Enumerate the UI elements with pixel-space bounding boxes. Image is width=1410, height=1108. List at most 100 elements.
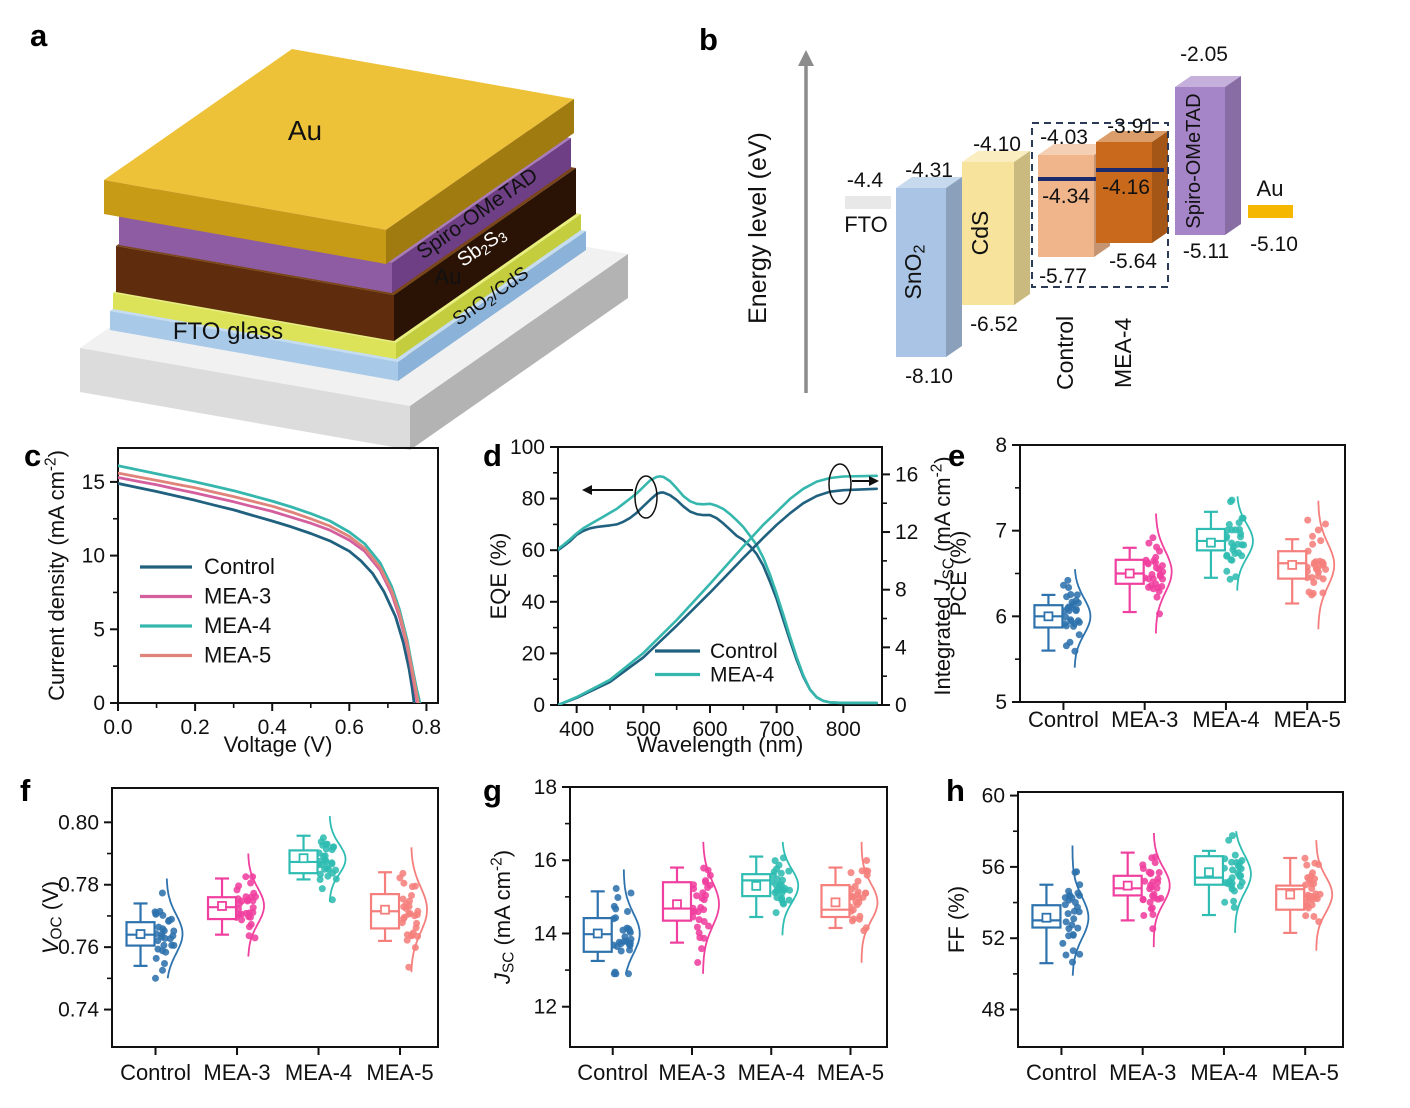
category-label: MEA-4 bbox=[1190, 1060, 1257, 1085]
tick-label: 8 bbox=[895, 579, 907, 602]
tick-label: 8 bbox=[995, 434, 1007, 457]
data-point bbox=[852, 898, 860, 906]
data-point bbox=[1072, 597, 1080, 604]
layer-cds-front bbox=[113, 293, 396, 359]
data-point bbox=[702, 878, 710, 886]
tick-label: 0 bbox=[93, 692, 105, 715]
panel-c-letter: c bbox=[24, 438, 41, 473]
data-point bbox=[700, 918, 708, 925]
data-point bbox=[396, 874, 404, 882]
data-point bbox=[399, 895, 407, 903]
y-axis-label: FF (%) bbox=[944, 886, 969, 953]
data-point bbox=[706, 871, 714, 879]
tick-label: 6 bbox=[995, 605, 1007, 628]
data-point bbox=[400, 879, 408, 887]
group-control bbox=[1033, 569, 1092, 668]
data-point bbox=[1153, 593, 1161, 601]
series-jsc-control bbox=[558, 487, 878, 705]
data-point bbox=[328, 896, 336, 904]
data-point bbox=[322, 845, 330, 853]
category-label: MEA-3 bbox=[203, 1060, 270, 1085]
panel-e-letter: e bbox=[948, 438, 965, 473]
mean-marker bbox=[1287, 560, 1298, 570]
data-point bbox=[849, 906, 857, 914]
data-point bbox=[159, 966, 166, 974]
data-point bbox=[1062, 642, 1070, 650]
data-point bbox=[771, 889, 779, 897]
data-point bbox=[1229, 866, 1237, 874]
category-label: MEA-3 bbox=[1111, 707, 1178, 732]
data-point bbox=[1156, 571, 1164, 579]
mean-marker bbox=[751, 880, 762, 891]
Spiro-OMeTAD-front bbox=[1175, 87, 1225, 235]
layer-spiro-side bbox=[392, 138, 571, 293]
data-point bbox=[700, 864, 708, 872]
data-point bbox=[244, 897, 251, 905]
label-au-top: Au bbox=[288, 115, 322, 146]
group-control bbox=[125, 878, 184, 982]
data-point bbox=[1149, 534, 1157, 542]
legend-label: Control bbox=[204, 554, 275, 579]
data-point bbox=[1315, 918, 1323, 926]
CdS-topface bbox=[962, 151, 1030, 162]
data-point bbox=[776, 881, 784, 888]
data-point bbox=[1229, 832, 1236, 840]
mean-marker bbox=[1206, 537, 1216, 548]
energy-value: -2.05 bbox=[1180, 43, 1228, 66]
tick-label: 15 bbox=[82, 471, 105, 494]
x-axis-label: Wavelength (nm) bbox=[637, 732, 804, 757]
data-point bbox=[318, 885, 326, 893]
data-point bbox=[862, 889, 869, 897]
energy-value: -6.52 bbox=[970, 313, 1018, 336]
data-point bbox=[1314, 526, 1322, 534]
energy-name: Au bbox=[1257, 176, 1284, 201]
scatter-control bbox=[151, 889, 178, 982]
layer-fto-glass-front bbox=[80, 348, 410, 450]
tick-label: 5 bbox=[93, 618, 105, 641]
data-point bbox=[858, 867, 866, 875]
tick-label: 80 bbox=[522, 488, 545, 511]
tick-label: 7 bbox=[995, 520, 1007, 543]
group-mea-3 bbox=[206, 853, 265, 957]
data-point bbox=[1154, 875, 1162, 883]
data-point bbox=[413, 919, 421, 927]
data-point bbox=[158, 930, 166, 938]
data-point bbox=[320, 852, 327, 860]
data-point bbox=[1309, 869, 1316, 877]
energy-bar-SnO2 bbox=[896, 177, 962, 357]
mean-marker bbox=[135, 929, 146, 939]
mean-marker bbox=[1124, 568, 1135, 579]
data-point bbox=[1231, 851, 1239, 859]
data-point bbox=[612, 885, 620, 892]
data-point bbox=[1067, 591, 1075, 598]
scatter-control bbox=[1059, 868, 1084, 966]
annotation-ellipse-eqe bbox=[634, 475, 658, 519]
group-mea-4 bbox=[1195, 496, 1254, 591]
CdS-front bbox=[962, 162, 1014, 305]
data-point bbox=[1151, 859, 1159, 867]
mean-marker bbox=[1043, 611, 1054, 622]
data-point bbox=[249, 873, 257, 881]
legend-label: MEA-3 bbox=[204, 584, 271, 609]
group-mea-4 bbox=[741, 841, 800, 936]
data-point bbox=[624, 908, 631, 915]
tick-label: 0.76 bbox=[58, 936, 99, 959]
energy-bar-Spiro-OMeTAD bbox=[1175, 76, 1241, 235]
energy-value: -5.10 bbox=[1250, 233, 1298, 256]
data-point bbox=[154, 945, 162, 953]
layer-au-top-top bbox=[104, 49, 574, 230]
plot-frame bbox=[1017, 791, 1344, 1048]
annotation-ellipse-jsc bbox=[828, 463, 852, 505]
tick-label: 0.4 bbox=[258, 716, 288, 739]
data-point bbox=[1236, 882, 1244, 890]
data-point bbox=[693, 923, 701, 931]
CdS-sideface bbox=[1014, 151, 1030, 305]
tick-label: 60 bbox=[522, 539, 545, 562]
data-point bbox=[863, 857, 871, 864]
data-point bbox=[1147, 870, 1155, 878]
tick-label: 4 bbox=[895, 636, 907, 659]
data-point bbox=[1076, 881, 1084, 889]
scatter-mea-5 bbox=[1303, 516, 1330, 599]
data-point bbox=[398, 919, 406, 927]
